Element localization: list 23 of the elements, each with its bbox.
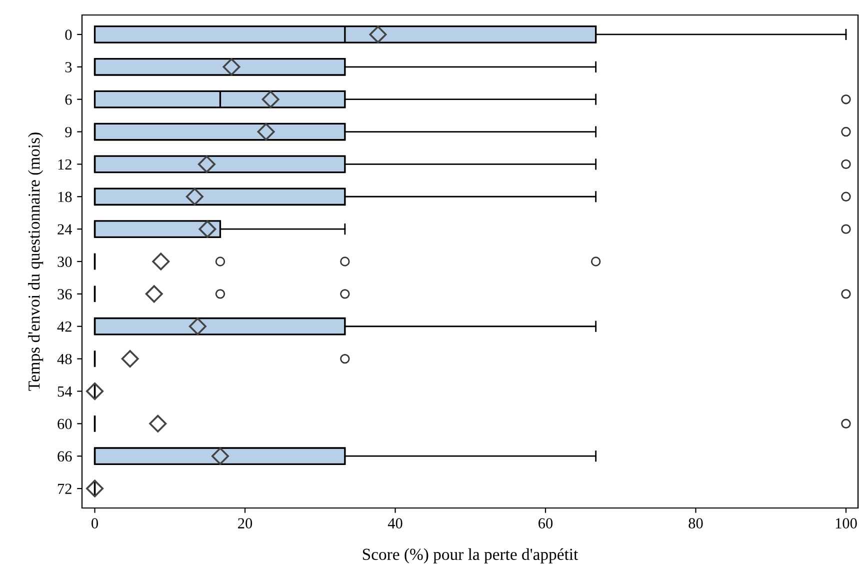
y-tick-label: 30 bbox=[58, 256, 72, 267]
y-tick-label: 60 bbox=[58, 418, 72, 430]
x-tick-label: 40 bbox=[388, 518, 402, 528]
x-tick-label: 20 bbox=[238, 518, 252, 528]
x-tick-label: 60 bbox=[538, 518, 553, 528]
y-tick-label: 9 bbox=[65, 126, 72, 138]
y-tick-label: 18 bbox=[58, 192, 72, 202]
y-tick-label: 0 bbox=[65, 30, 72, 40]
y-tick-label: 6 bbox=[65, 94, 72, 105]
x-tick-label: 80 bbox=[688, 518, 703, 528]
y-tick-label: 12 bbox=[58, 159, 72, 170]
y-tick-label: 42 bbox=[57, 322, 72, 332]
x-tick-label: 100 bbox=[836, 518, 857, 528]
y-tick-label: 48 bbox=[57, 354, 72, 364]
y-axis-title: Temps d'envoi du questionnaire (mois) bbox=[28, 132, 44, 391]
y-tick-label: 54 bbox=[58, 386, 72, 397]
x-axis-title: Score (%) pour la perte d'appétit bbox=[362, 548, 578, 564]
y-tick-label: 3 bbox=[65, 62, 72, 72]
y-tick-label: 66 bbox=[58, 451, 72, 462]
y-tick-label: 24 bbox=[58, 224, 72, 234]
y-tick-label: 72 bbox=[58, 484, 72, 494]
y-tick-label: 36 bbox=[58, 289, 72, 300]
x-tick-label: 0 bbox=[92, 518, 98, 528]
